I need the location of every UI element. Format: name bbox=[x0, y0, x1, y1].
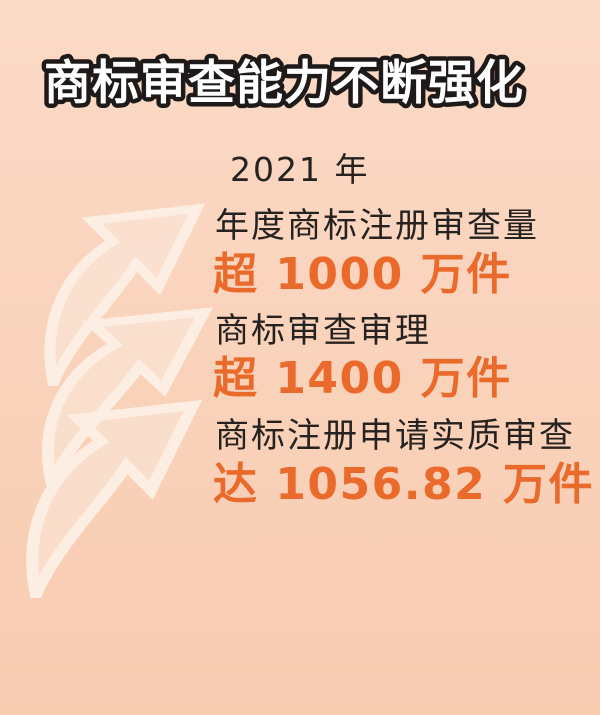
curved-up-arrow-icon bbox=[26, 399, 203, 598]
page-title: 商标审查能力不断强化 bbox=[44, 56, 524, 111]
stat-label-registration-review: 年度商标注册审查量 bbox=[215, 206, 539, 246]
stat-value-examination-hearing: 超 1400 万件 bbox=[213, 353, 512, 404]
stat-label-examination-hearing: 商标审查审理 bbox=[215, 311, 431, 351]
stat-value-registration-review: 超 1000 万件 bbox=[213, 249, 512, 300]
title-banner: 商标审查能力不断强化 bbox=[40, 52, 528, 116]
curved-up-arrow-icon bbox=[42, 307, 214, 485]
stat-value-substantive-examination: 达 1056.82 万件 bbox=[213, 459, 595, 510]
curved-up-arrow-icon bbox=[44, 203, 206, 386]
year-label: 2021 年 bbox=[230, 150, 370, 189]
stat-label-substantive-examination: 商标注册申请实质审查 bbox=[215, 416, 575, 456]
